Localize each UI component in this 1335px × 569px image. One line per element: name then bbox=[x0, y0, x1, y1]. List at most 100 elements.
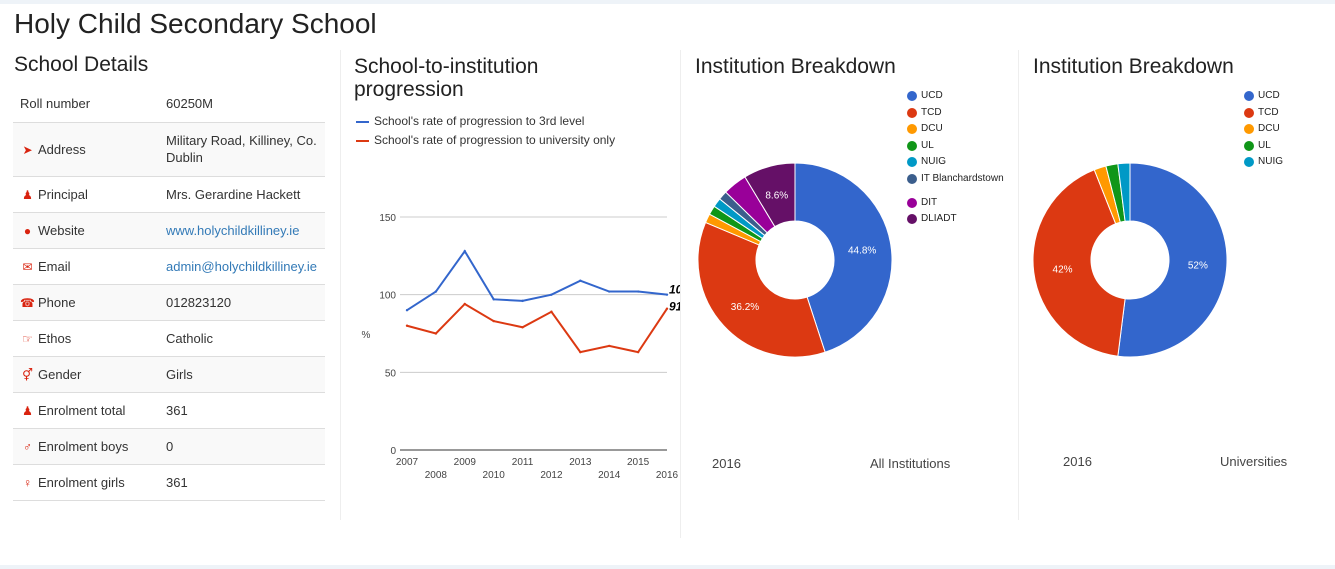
donut-slice-tcd[interactable] bbox=[697, 221, 826, 358]
legend-label: NUIG bbox=[1258, 156, 1283, 167]
details-key-cell: ⚥ Gender bbox=[13, 356, 166, 392]
details-key: Enrolment total bbox=[38, 402, 126, 418]
breakdown-uni-caption: Universities bbox=[1220, 454, 1288, 469]
legend-university[interactable]: School's rate of progression to universi… bbox=[356, 133, 615, 147]
legend-item[interactable]: UCD bbox=[1244, 90, 1329, 107]
details-key-cell: ♟ Enrolment total bbox=[13, 392, 166, 428]
details-link[interactable]: www.holychildkilliney.ie bbox=[166, 222, 300, 238]
top-band bbox=[0, 0, 1335, 4]
legend-item[interactable]: TCD bbox=[1244, 107, 1329, 124]
envelope-icon: ✉ bbox=[22, 259, 33, 274]
details-row: ♟ Enrolment total 361 bbox=[13, 392, 325, 428]
details-row: ● Website www.holychildkilliney.ie bbox=[13, 212, 325, 248]
legend-label: DCU bbox=[921, 123, 943, 134]
legend-label: IT Blanchardstown bbox=[921, 172, 1004, 184]
legend-item[interactable]: DLIADT bbox=[907, 213, 1007, 230]
x-tick-label: 2015 bbox=[627, 457, 650, 468]
breakdown-uni-legend: UCD TCD DCU UL NUIG bbox=[1244, 90, 1329, 173]
legend-item[interactable]: UL bbox=[1244, 140, 1329, 157]
legend-label: DIT bbox=[921, 196, 938, 208]
donut-slice-nuig[interactable] bbox=[1117, 162, 1131, 222]
legend-item[interactable]: DCU bbox=[1244, 123, 1329, 140]
donut-data-label: 36.2% bbox=[731, 302, 759, 313]
breakdown-all-legend: UCD TCD DCU UL NUIG IT Blanchardstown DIT DLIAD… bbox=[907, 90, 1007, 230]
x-tick-label: 2011 bbox=[512, 457, 534, 468]
y-tick-label: 150 bbox=[379, 213, 396, 224]
legend-item[interactable]: NUIG bbox=[1244, 156, 1329, 173]
breakdown-all-year: 2016 bbox=[712, 456, 741, 471]
legend-label: TCD bbox=[1258, 106, 1279, 118]
details-row: ☞ Ethos Catholic bbox=[13, 320, 325, 356]
details-row: ♟ Principal Mrs. Gerardine Hackett bbox=[13, 176, 325, 212]
legend-dot bbox=[1244, 91, 1254, 101]
legend-label-university: School's rate of progression to universi… bbox=[374, 133, 616, 147]
donut-slice-ucd[interactable] bbox=[1117, 162, 1228, 358]
data-point bbox=[492, 319, 495, 323]
page-title: Holy Child Secondary School bbox=[14, 8, 377, 39]
details-key: Phone bbox=[38, 294, 76, 310]
details-key-cell: Roll number bbox=[13, 86, 166, 122]
legend-swatch-university bbox=[356, 139, 369, 142]
details-value-cell: 012823120 bbox=[166, 284, 325, 320]
y-tick-label: 100 bbox=[379, 291, 396, 302]
legend-label: UCD bbox=[921, 90, 943, 101]
end-label-university: 91 bbox=[669, 300, 680, 314]
details-key-cell: ♟ Principal bbox=[13, 176, 166, 212]
progression-heading-line1: School-to-institution bbox=[354, 55, 539, 78]
donut-slice-ucd[interactable] bbox=[794, 162, 893, 353]
details-row: Roll number 60250M bbox=[13, 86, 325, 122]
data-point bbox=[521, 326, 524, 329]
details-value: Military Road, Killiney, Co. Dublin bbox=[166, 133, 317, 165]
legend-item[interactable]: NUIG bbox=[907, 156, 1007, 173]
details-key-cell: ☎ Phone bbox=[13, 284, 166, 320]
legend-third-level[interactable]: School's rate of progression to 3rd leve… bbox=[356, 114, 584, 128]
legend-item[interactable]: DCU bbox=[907, 123, 1007, 140]
details-value: 0 bbox=[166, 438, 174, 454]
legend-dot bbox=[907, 91, 917, 101]
y-tick-label: 0 bbox=[390, 446, 396, 457]
donut-data-label: 42% bbox=[1053, 265, 1073, 276]
details-key: Website bbox=[38, 222, 85, 238]
data-point bbox=[463, 249, 466, 253]
details-value: 361 bbox=[166, 474, 188, 490]
details-link[interactable]: admin@holychildkilliney.ie bbox=[166, 258, 317, 274]
legend-label: UL bbox=[1258, 139, 1271, 151]
legend-item[interactable]: TCD bbox=[907, 107, 1007, 124]
legend-item[interactable]: UCD bbox=[907, 90, 1007, 107]
donut-slice-dliadt[interactable] bbox=[744, 162, 796, 228]
details-value-cell: 361 bbox=[166, 464, 325, 500]
details-key: Gender bbox=[38, 366, 82, 382]
data-point bbox=[608, 344, 611, 348]
donut-data-label: 8.6% bbox=[765, 190, 788, 201]
y-axis-label: % bbox=[362, 330, 371, 341]
legend-item[interactable]: IT Blanchardstown bbox=[907, 173, 1007, 197]
x-tick-label: 2013 bbox=[569, 457, 592, 468]
data-point bbox=[434, 290, 438, 293]
phone-icon: ☎ bbox=[20, 295, 35, 310]
data-point bbox=[550, 293, 553, 296]
donut-slice-tcd[interactable] bbox=[1032, 169, 1126, 357]
legend-dot bbox=[907, 214, 917, 224]
details-key-cell: ♀ Enrolment girls bbox=[13, 464, 166, 500]
details-row: ♀ Enrolment girls 361 bbox=[13, 464, 325, 500]
legend-swatch-third-level bbox=[356, 120, 369, 123]
y-tick-label: 50 bbox=[385, 368, 397, 379]
column-divider bbox=[680, 50, 681, 538]
data-point bbox=[636, 350, 640, 354]
details-row: ☎ Phone 012823120 bbox=[13, 284, 325, 320]
details-value-cell: Girls bbox=[166, 356, 325, 392]
progression-line-chart: 0 50 100 150% 2007 2008 2009 2010 2011 2012 2013 20… bbox=[362, 213, 680, 481]
legend-label: UL bbox=[921, 139, 934, 151]
university-series-line bbox=[406, 302, 668, 354]
details-key: Enrolment girls bbox=[38, 474, 125, 490]
column-divider bbox=[1018, 50, 1019, 520]
details-row: ✉ Email admin@holychildkilliney.ie bbox=[13, 248, 325, 284]
legend-item[interactable]: UL bbox=[907, 140, 1007, 157]
breakdown-uni-year: 2016 bbox=[1063, 454, 1092, 469]
breakdown-all-caption: All Institutions bbox=[870, 456, 951, 471]
details-value-cell: 0 bbox=[166, 428, 325, 464]
legend-item[interactable]: DIT bbox=[907, 197, 1007, 214]
breakdown-uni-heading: Institution Breakdown bbox=[1033, 55, 1234, 78]
details-row: ♂ Enrolment boys 0 bbox=[13, 428, 325, 464]
female-icon: ♀ bbox=[23, 475, 32, 490]
